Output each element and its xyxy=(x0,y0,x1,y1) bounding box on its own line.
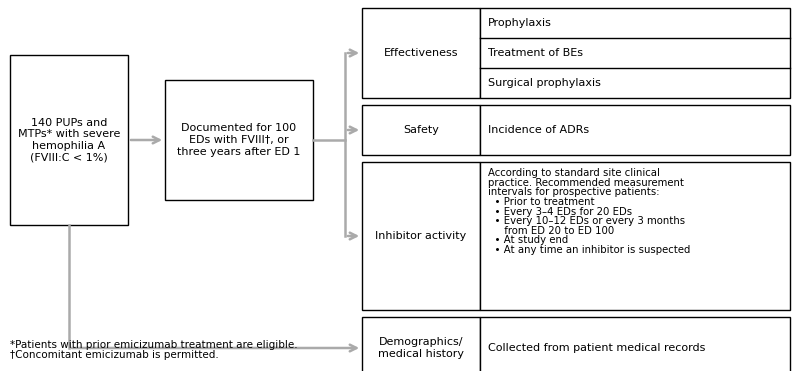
Bar xyxy=(165,80,313,200)
Text: Demographics/
medical history: Demographics/ medical history xyxy=(378,337,464,359)
Bar xyxy=(10,55,128,225)
Text: Incidence of ADRs: Incidence of ADRs xyxy=(488,125,589,135)
Text: Prophylaxis: Prophylaxis xyxy=(488,18,552,28)
Text: from ED 20 to ED 100: from ED 20 to ED 100 xyxy=(488,226,614,236)
Text: Collected from patient medical records: Collected from patient medical records xyxy=(488,343,706,353)
Text: Safety: Safety xyxy=(403,125,439,135)
Text: †Concomitant emicizumab is permitted.: †Concomitant emicizumab is permitted. xyxy=(10,351,218,361)
Text: • At study end: • At study end xyxy=(488,236,568,246)
Bar xyxy=(362,317,480,371)
Text: • Prior to treatment: • Prior to treatment xyxy=(488,197,594,207)
Bar xyxy=(480,8,790,98)
Text: Surgical prophylaxis: Surgical prophylaxis xyxy=(488,78,601,88)
Text: intervals for prospective patients:: intervals for prospective patients: xyxy=(488,187,659,197)
Bar xyxy=(362,8,480,98)
Bar xyxy=(362,105,480,155)
Text: practice. Recommended measurement: practice. Recommended measurement xyxy=(488,178,684,188)
Text: Effectiveness: Effectiveness xyxy=(384,48,458,58)
Text: • Every 3–4 EDs for 20 EDs: • Every 3–4 EDs for 20 EDs xyxy=(488,207,632,217)
Text: *Patients with prior emicizumab treatment are eligible.: *Patients with prior emicizumab treatmen… xyxy=(10,340,298,350)
Text: Treatment of BEs: Treatment of BEs xyxy=(488,48,583,58)
Text: Documented for 100
EDs with FVIII†, or
three years after ED 1: Documented for 100 EDs with FVIII†, or t… xyxy=(178,124,301,157)
Text: According to standard site clinical: According to standard site clinical xyxy=(488,168,660,178)
Text: • At any time an inhibitor is suspected: • At any time an inhibitor is suspected xyxy=(488,245,690,255)
Text: Inhibitor activity: Inhibitor activity xyxy=(375,231,466,241)
Bar xyxy=(480,317,790,371)
Text: 140 PUPs and
MTPs* with severe
hemophilia A
(FVIII:C < 1%): 140 PUPs and MTPs* with severe hemophili… xyxy=(18,118,120,162)
Bar xyxy=(480,105,790,155)
Bar xyxy=(362,162,480,310)
Bar xyxy=(480,162,790,310)
Text: • Every 10–12 EDs or every 3 months: • Every 10–12 EDs or every 3 months xyxy=(488,216,685,226)
